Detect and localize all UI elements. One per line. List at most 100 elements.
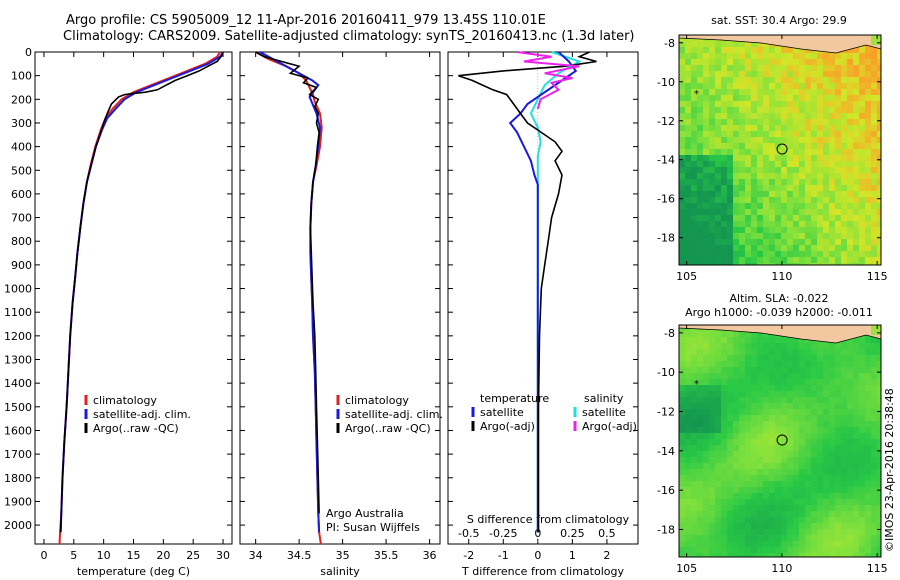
map-cell [757, 149, 763, 155]
map-cell [763, 233, 769, 239]
map-cell [829, 191, 835, 197]
map-cell [871, 263, 877, 265]
map-cell [799, 517, 805, 523]
map-cell [877, 161, 881, 167]
x-axis-label: T difference from climatology [461, 565, 624, 578]
map-cell [781, 125, 787, 131]
map-cell [769, 89, 775, 95]
map-cell [703, 131, 709, 137]
map-cell [685, 541, 691, 547]
map-cell [727, 481, 733, 487]
map-cell [847, 469, 853, 475]
map-cell [787, 505, 793, 511]
map-cell [751, 161, 757, 167]
map-cell [727, 457, 733, 463]
map-cell [769, 185, 775, 191]
map-cell [763, 517, 769, 523]
map-cell [823, 481, 829, 487]
map-cell [847, 427, 853, 433]
y-tick-label: 500 [11, 164, 32, 177]
map-cell [763, 227, 769, 233]
map-cell [703, 221, 709, 227]
map-cell [865, 59, 871, 65]
map-cell [715, 143, 721, 149]
map-cell [691, 397, 697, 403]
map-cell [847, 263, 853, 265]
map-cell [847, 379, 853, 385]
map-cell [679, 239, 685, 245]
map-cell [679, 469, 685, 475]
map-cell [763, 379, 769, 385]
map-cell [727, 203, 733, 209]
map-cell [679, 349, 685, 355]
map-cell [871, 257, 877, 263]
map-cell [829, 451, 835, 457]
y-tick-label: -16 [657, 193, 675, 206]
map-cell [781, 415, 787, 421]
map-cell [817, 499, 823, 505]
y-tick-label: 600 [11, 188, 32, 201]
map-cell [859, 529, 865, 535]
map-cell [697, 89, 703, 95]
map-cell [817, 95, 823, 101]
map-cell [799, 379, 805, 385]
map-cell [811, 251, 817, 257]
map-cell [877, 355, 881, 361]
map-cell [829, 245, 835, 251]
map-cell [853, 137, 859, 143]
map-cell [853, 463, 859, 469]
map-cell [877, 257, 881, 263]
map-cell [817, 361, 823, 367]
map-cell [775, 47, 781, 53]
map-cell [787, 367, 793, 373]
map-cell [745, 185, 751, 191]
map-cell [757, 47, 763, 53]
map-cell [853, 239, 859, 245]
map-cell [769, 337, 775, 343]
map-cell [745, 119, 751, 125]
map-cell [679, 125, 685, 131]
map-cell [805, 505, 811, 511]
map-cell [727, 197, 733, 203]
map-cell [703, 167, 709, 173]
map-cell [817, 83, 823, 89]
map-field [679, 325, 881, 557]
map-cell [847, 529, 853, 535]
map-cell [787, 439, 793, 445]
map-cell [691, 161, 697, 167]
map-cell [721, 505, 727, 511]
legend-entry: satellite [582, 406, 626, 419]
map-cell [769, 77, 775, 83]
map-cell [745, 511, 751, 517]
map-cell [745, 445, 751, 451]
map-cell [703, 331, 709, 337]
x-tick-label: 34 [249, 549, 263, 562]
map-cell [853, 367, 859, 373]
map-cell [787, 107, 793, 113]
series-s-argo-adj [516, 51, 580, 110]
map-cell [829, 553, 835, 557]
map-cell [865, 505, 871, 511]
map-cell [685, 439, 691, 445]
map-cell [823, 197, 829, 203]
map-cell [775, 403, 781, 409]
map-cell [703, 257, 709, 263]
map-cell [721, 65, 727, 71]
map-cell [691, 517, 697, 523]
map-cell [763, 499, 769, 505]
map-cell [775, 203, 781, 209]
map-cell [727, 493, 733, 499]
map-cell [805, 385, 811, 391]
map-cell [727, 161, 733, 167]
map-cell [763, 251, 769, 257]
map-cell [829, 167, 835, 173]
map-cell [799, 251, 805, 257]
map-cell [835, 101, 841, 107]
map-cell [745, 457, 751, 463]
map-cell [787, 77, 793, 83]
map-cell [805, 349, 811, 355]
map-cell [847, 65, 853, 71]
map-cell [715, 487, 721, 493]
map-cell [733, 257, 739, 263]
map-cell [865, 191, 871, 197]
